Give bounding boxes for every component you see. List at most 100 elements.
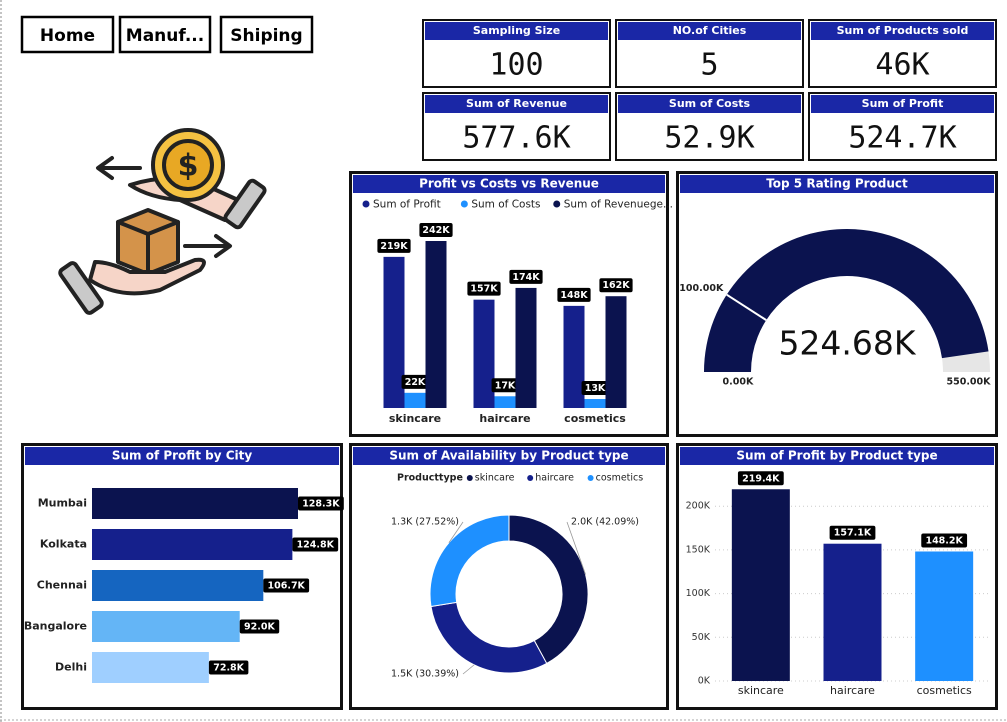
legend-label: Sum of Costs <box>471 199 540 211</box>
data-label-bg <box>467 281 501 296</box>
trade-icon: $ <box>58 128 267 315</box>
y-tick-label: 0K <box>698 676 711 687</box>
card-header <box>618 22 801 40</box>
card-header <box>811 95 994 113</box>
data-label-bg <box>401 374 429 389</box>
bar <box>383 256 405 408</box>
button-frame[interactable] <box>219 15 314 54</box>
nav-manufacturing[interactable]: Manuf... <box>118 15 212 54</box>
gauge-range-label: 0.00K <box>723 377 754 388</box>
legend-label: Sum of Revenuege... <box>564 199 673 211</box>
bar <box>425 241 447 408</box>
gauge-fill <box>704 228 989 372</box>
data-label: 148.2K <box>925 535 963 546</box>
data-label: 174K <box>512 272 540 283</box>
x-tick-label: cosmetics <box>564 412 626 425</box>
kpi-card: Sum of Products sold 46K <box>808 19 997 88</box>
bar <box>92 570 264 601</box>
data-label: 72.8K <box>213 663 244 674</box>
legend-swatch <box>362 200 370 208</box>
kpi-card: Sum of Revenue 577.6K <box>422 92 611 161</box>
data-label-bg <box>208 660 249 675</box>
donut-slice <box>429 514 510 608</box>
data-label: 1.5K (30.39%) <box>391 669 459 680</box>
leader-line <box>448 521 464 543</box>
data-label-bg <box>737 471 784 486</box>
data-label-bg <box>298 496 344 511</box>
bar <box>92 488 298 519</box>
button-label[interactable]: Manuf... <box>126 26 204 46</box>
chart-title: Sum of Availability by Product type <box>389 449 628 463</box>
kpi-value: 577.6K <box>462 121 570 156</box>
data-label: 92.0K <box>244 622 275 633</box>
kpi-card: Sum of Profit 524.7K <box>808 92 997 161</box>
card-header <box>811 22 994 40</box>
icon-coin-inner <box>162 139 214 191</box>
kpi-value: 524.7K <box>848 121 956 156</box>
x-tick-label: haircare <box>830 684 875 697</box>
legend-label: skincare <box>475 473 515 484</box>
data-label: 162K <box>602 280 630 291</box>
chart-title: Top 5 Rating Product <box>766 177 908 191</box>
chart-title: Sum of Profit by Product type <box>736 449 937 463</box>
bar <box>473 299 495 408</box>
kpi-label: Sum of Revenue <box>466 97 567 110</box>
button-label[interactable]: Shiping <box>230 26 302 46</box>
legend-title: Producttype <box>397 473 463 484</box>
data-label-bg <box>581 381 609 396</box>
data-label: 13K <box>585 383 606 394</box>
leader-line <box>566 521 586 575</box>
panel-header <box>680 175 994 193</box>
y-tick-label: Chennai <box>37 579 87 592</box>
bar <box>563 305 585 408</box>
card-header <box>425 22 608 40</box>
data-label-bg <box>239 619 280 634</box>
card-header <box>425 95 608 113</box>
y-tick-label: Bangalore <box>24 620 87 633</box>
chart-title: Sum of Profit by City <box>112 449 253 463</box>
legend-label: cosmetics <box>596 473 644 484</box>
data-label-bg <box>599 278 633 293</box>
y-tick-label: 50K <box>692 632 711 643</box>
icon-dollar: $ <box>178 149 199 184</box>
nav-shipping[interactable]: Shiping <box>219 15 314 54</box>
button-frame[interactable] <box>118 15 212 54</box>
nav-home[interactable]: Home <box>20 15 115 54</box>
legend-swatch <box>466 475 473 481</box>
data-label: 157K <box>470 284 498 295</box>
data-label: 124.8K <box>297 540 335 551</box>
y-tick-label: 200K <box>686 501 711 512</box>
bar <box>731 489 790 681</box>
icon-arrow <box>96 156 142 180</box>
kpi-value: 100 <box>489 48 543 83</box>
legend-swatch <box>587 475 594 481</box>
kpi-label: Sum of Products sold <box>837 24 969 37</box>
kpi-card: Sampling Size 100 <box>422 19 611 88</box>
data-label: 219K <box>380 241 408 252</box>
data-label-bg <box>509 269 543 284</box>
button-frame[interactable] <box>20 15 115 54</box>
bar <box>915 551 974 681</box>
data-label-bg <box>263 578 310 593</box>
bar <box>92 652 209 683</box>
data-label: 1.3K (27.52%) <box>391 517 459 528</box>
legend-label: Sum of Profit <box>373 199 441 211</box>
data-label: 157.1K <box>834 528 872 539</box>
leader-line <box>462 664 475 675</box>
bar <box>494 396 516 408</box>
icon-cuff <box>58 261 104 315</box>
data-label: 17K <box>495 380 516 391</box>
icon-box-edge <box>116 220 180 276</box>
bar <box>404 392 426 408</box>
kpi-label: NO.of Cities <box>673 24 747 37</box>
gauge-range-label: 550.00K <box>946 377 991 388</box>
panel-header <box>353 175 665 193</box>
gauge-target <box>726 293 767 321</box>
button-label[interactable]: Home <box>40 26 95 46</box>
data-label-bg <box>419 223 453 237</box>
data-label: 219.4K <box>742 473 780 484</box>
gauge-value: 524.68K <box>778 324 916 363</box>
kpi-value: 46K <box>875 48 929 83</box>
chart-title: Profit vs Costs vs Revenue <box>419 177 599 191</box>
bar <box>605 296 627 408</box>
